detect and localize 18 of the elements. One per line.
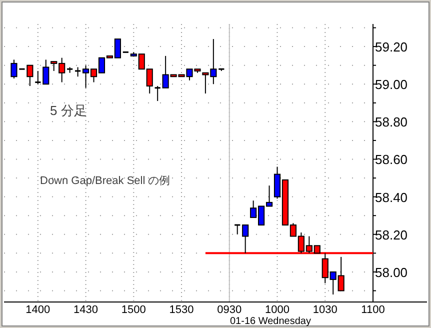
x-tick-label: 0930 bbox=[217, 304, 242, 316]
annotation: Down Gap/Break Sell の例 bbox=[40, 175, 170, 187]
x-tick-label: 1400 bbox=[26, 304, 50, 316]
text: 01-16 Wednesday bbox=[230, 316, 311, 327]
x-tick-label: 1030 bbox=[312, 304, 338, 316]
y-tick-label: 58.80 bbox=[375, 114, 408, 130]
x-tick-label: 1500 bbox=[121, 304, 146, 316]
y-tick-label: 59.20 bbox=[375, 40, 408, 55]
annotation: 5 分足 bbox=[50, 103, 87, 118]
x-tick-label: 1530 bbox=[169, 304, 194, 316]
y-tick-label: 58.20 bbox=[375, 227, 408, 242]
x-tick-label: 1430 bbox=[74, 304, 98, 316]
y-tick-label: 58.40 bbox=[375, 190, 408, 205]
x-tick-label: 1000 bbox=[265, 304, 290, 316]
y-tick-label: 58.00 bbox=[375, 264, 408, 280]
x-tick-label: 1100 bbox=[361, 304, 385, 316]
y-tick-label: 59.00 bbox=[375, 77, 408, 92]
y-tick-label: 58.60 bbox=[375, 152, 408, 168]
